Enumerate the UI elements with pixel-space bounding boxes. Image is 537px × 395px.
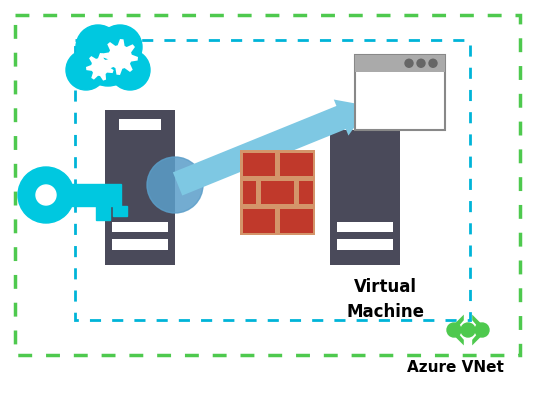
Bar [15,15,520,355]
Bar [96,206,110,220]
Text: Azure VNet: Azure VNet [407,360,504,375]
Bar [280,152,313,176]
Bar [261,181,294,204]
Bar [112,222,168,232]
Bar [240,150,315,235]
Polygon shape [102,39,138,75]
Polygon shape [86,53,114,81]
Polygon shape [448,314,464,345]
Bar [243,152,275,176]
Circle shape [76,25,120,69]
Bar [243,209,275,233]
Circle shape [18,167,74,223]
Circle shape [98,25,142,69]
Bar [344,119,386,130]
Text: Virtual
Machine: Virtual Machine [346,278,424,321]
Circle shape [96,62,105,71]
Bar [330,110,400,265]
Circle shape [475,323,489,337]
Circle shape [147,157,203,213]
Circle shape [461,323,475,337]
Bar [119,119,161,130]
Circle shape [429,59,437,67]
Circle shape [417,59,425,67]
Circle shape [110,50,150,90]
Bar [113,206,127,216]
Polygon shape [472,314,488,345]
Bar [105,110,175,265]
Bar [355,55,445,71]
Bar [243,181,256,204]
Circle shape [447,323,461,337]
Circle shape [66,50,106,90]
Circle shape [82,34,134,86]
Bar [75,40,470,320]
Circle shape [114,51,126,63]
Circle shape [36,185,56,205]
Bar [46,184,121,206]
Bar [337,222,393,232]
Bar [280,209,313,233]
FancyArrowPatch shape [173,100,369,196]
Bar [299,181,313,204]
Bar [355,55,445,130]
Bar [337,239,393,250]
Bar [112,239,168,250]
Circle shape [405,59,413,67]
